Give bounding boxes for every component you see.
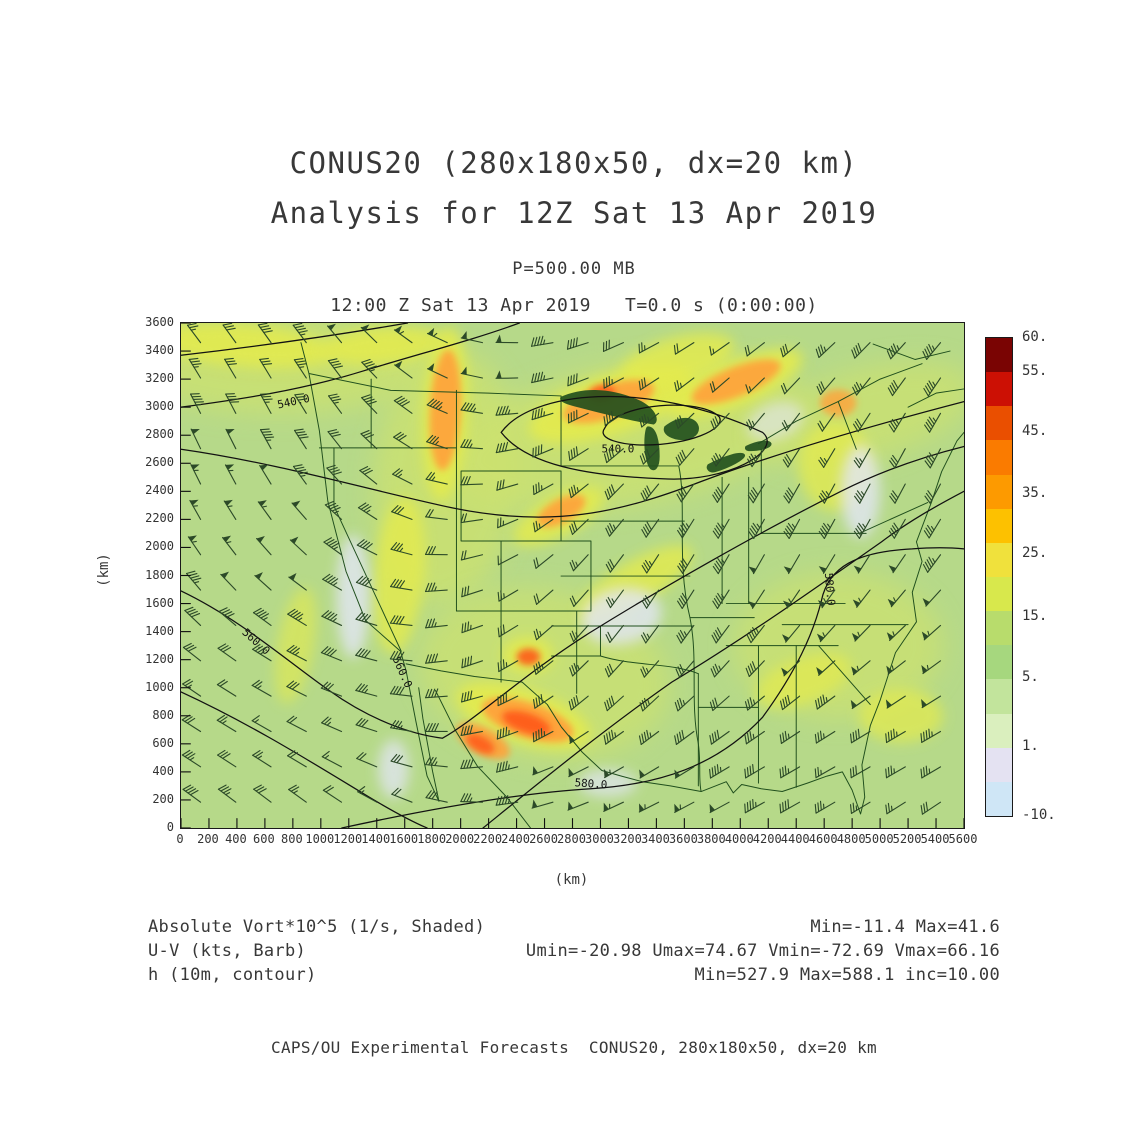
- y-tick-label: 200: [152, 791, 174, 806]
- colorbar-tick-label: 1.: [1022, 737, 1039, 754]
- colorbar-cell: [986, 713, 1012, 748]
- colorbar: [985, 337, 1013, 817]
- colorbar-cell: [986, 474, 1012, 509]
- colorbar-cell: [986, 338, 1012, 373]
- colorbar-tick-label: 15.: [1022, 607, 1048, 624]
- x-tick-label: 800: [281, 832, 303, 846]
- y-tick-label: 1600: [145, 595, 174, 610]
- y-tick-label: 3600: [145, 315, 174, 329]
- x-tick-label: 3000: [585, 832, 614, 846]
- x-tick-label: 1400: [361, 832, 391, 846]
- y-tick-label: 1000: [145, 679, 174, 694]
- footer-credit: CAPS/OU Experimental Forecasts CONUS20, …: [271, 1038, 877, 1057]
- x-tick-label: 4000: [724, 832, 754, 846]
- y-tick-label: 600: [152, 735, 174, 750]
- y-tick-label: 3000: [145, 399, 174, 414]
- x-tick-label: 1800: [417, 832, 447, 846]
- colorbar-cell: [986, 406, 1012, 441]
- x-tick-label: 1600: [389, 832, 419, 846]
- y-tick-label: 1200: [145, 651, 174, 666]
- field-3-name: h (10m, contour): [148, 965, 317, 985]
- field-2-stats: Umin=-20.98 Umax=74.67 Vmin=-72.69 Vmax=…: [525, 941, 1000, 961]
- y-tick-label: 2400: [145, 483, 174, 498]
- y-tick-label: 1800: [145, 567, 174, 582]
- y-tick-label: 3200: [145, 371, 174, 386]
- x-tick-label: 3800: [696, 832, 726, 846]
- x-tick-label: 4800: [836, 832, 866, 846]
- valid-time-label: 12:00 Z Sat 13 Apr 2019 T=0.0 s (0:00:00…: [330, 295, 818, 316]
- colorbar-cell: [986, 645, 1012, 680]
- y-tick-label: 2200: [145, 511, 174, 526]
- pressure-level-label: P=500.00 MB: [512, 259, 636, 279]
- y-tick-label: 2600: [145, 455, 174, 470]
- colorbar-tick-label: 55.: [1022, 362, 1048, 379]
- y-tick-label: 400: [152, 763, 174, 778]
- x-tick-label: 2800: [557, 832, 586, 846]
- y-tick-label: 2000: [145, 539, 174, 554]
- svg-text:580.0: 580.0: [822, 572, 838, 606]
- x-axis-label: (km): [554, 872, 589, 888]
- x-tick-label: 2200: [473, 832, 503, 846]
- x-tick-label: 3400: [640, 832, 670, 846]
- x-tick-label: 2000: [445, 832, 475, 846]
- x-tick-label: 3200: [612, 832, 642, 846]
- colorbar-tick-label: 60.: [1022, 329, 1048, 345]
- x-tick-label: 0: [176, 832, 184, 846]
- colorbar-cell: [986, 781, 1012, 816]
- colorbar-tick-label: 45.: [1022, 422, 1048, 439]
- y-tick-label: 1400: [145, 623, 174, 638]
- x-tick-label: 3600: [668, 832, 698, 846]
- y-tick-label: 2800: [145, 427, 174, 442]
- x-tick-label: 1000: [305, 832, 335, 846]
- y-tick-label: 800: [152, 707, 174, 722]
- colorbar-cell: [986, 747, 1012, 782]
- field-3-stats: Min=527.9 Max=588.1 inc=10.00: [694, 965, 1000, 985]
- x-tick-label: 600: [253, 832, 275, 846]
- x-tick-label: 5600: [948, 832, 978, 846]
- colorbar-tick-label: 35.: [1022, 485, 1048, 502]
- x-tick-label: 2600: [529, 832, 558, 846]
- x-tick-label: 4200: [752, 832, 782, 846]
- colorbar-cell: [986, 576, 1012, 612]
- colorbar-cell: [986, 542, 1012, 577]
- svg-text:580.0: 580.0: [574, 776, 608, 791]
- x-tick-label: 2400: [501, 832, 531, 846]
- field-1-stats: Min=-11.4 Max=41.6: [810, 917, 1000, 937]
- y-axis-label: (km): [96, 553, 112, 587]
- colorbar-tick-label: 5.: [1022, 669, 1039, 686]
- chart-subtitle: Analysis for 12Z Sat 13 Apr 2019: [270, 196, 878, 230]
- colorbar-cell: [986, 679, 1012, 714]
- x-tick-label: 4400: [780, 832, 810, 846]
- chart-title: CONUS20 (280x180x50, dx=20 km): [289, 146, 859, 180]
- x-tick-label: 1200: [333, 832, 363, 846]
- colorbar-tick-label: 25.: [1022, 545, 1048, 562]
- colorbar-cell: [986, 440, 1012, 475]
- field-1-name: Absolute Vort*10^5 (1/s, Shaded): [148, 917, 486, 937]
- y-tick-label: 0: [166, 820, 174, 834]
- x-tick-label: 4600: [808, 832, 838, 846]
- map-plot: 540.0 540.0 560.0 560.0 580.0 580.0: [180, 322, 965, 829]
- field-2-name: U-V (kts, Barb): [148, 941, 307, 961]
- colorbar-cell: [986, 611, 1012, 646]
- x-tick-label: 5200: [892, 832, 922, 846]
- x-tick-label: 400: [225, 832, 247, 846]
- x-tick-label: 5000: [864, 832, 894, 846]
- x-tick-label: 5400: [920, 832, 950, 846]
- y-tick-label: 3400: [145, 343, 174, 358]
- x-tick-label: 200: [197, 832, 219, 846]
- colorbar-tick-label: -10.: [1022, 807, 1056, 823]
- colorbar-cell: [986, 508, 1012, 543]
- colorbar-cell: [986, 372, 1012, 407]
